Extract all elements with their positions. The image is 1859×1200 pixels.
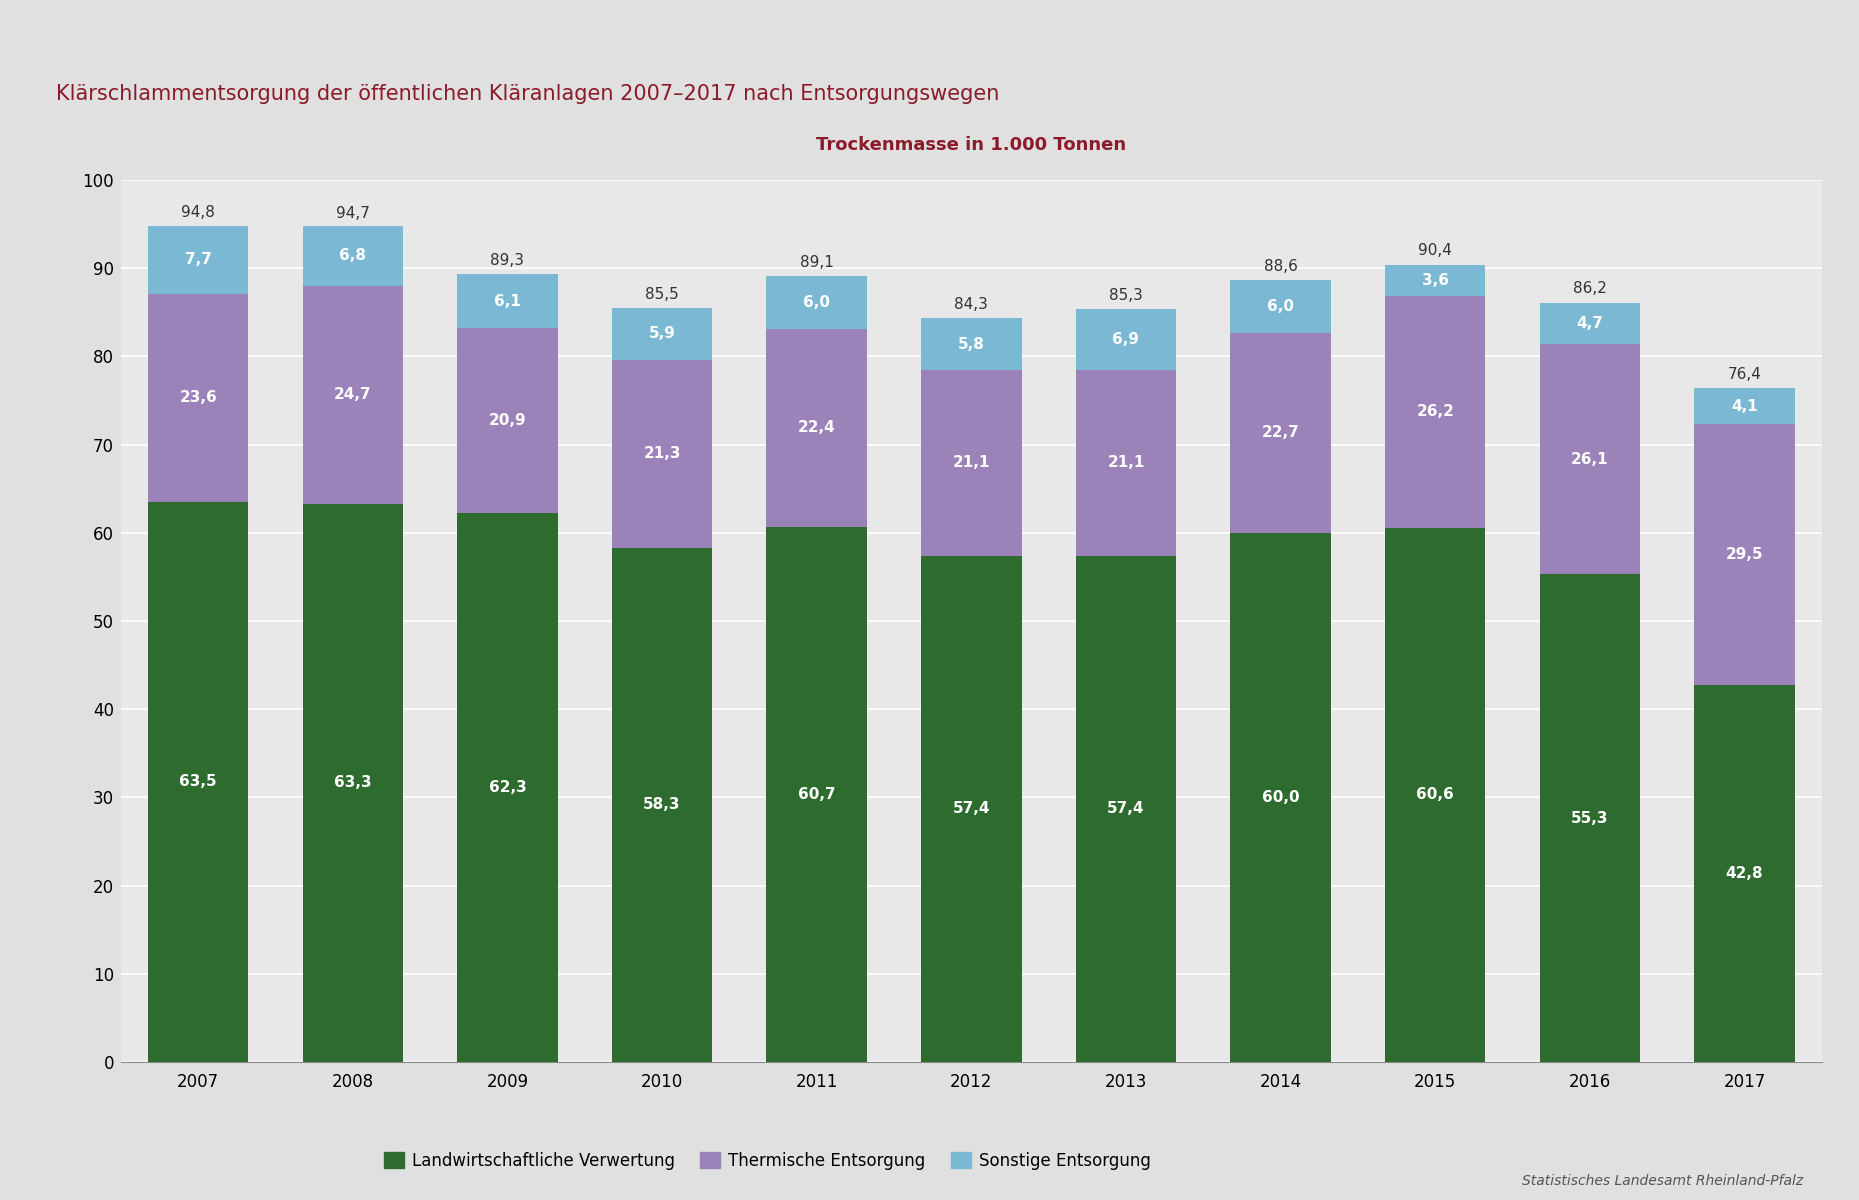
Text: 90,4: 90,4 — [1418, 244, 1452, 258]
Text: Statistisches Landesamt Rheinland-Pfalz: Statistisches Landesamt Rheinland-Pfalz — [1523, 1174, 1803, 1188]
Text: Trockenmasse in 1.000 Tonnen: Trockenmasse in 1.000 Tonnen — [816, 136, 1127, 154]
Bar — [1385, 528, 1485, 1062]
Text: 60,7: 60,7 — [798, 787, 835, 802]
Text: 89,3: 89,3 — [491, 253, 524, 268]
Bar — [1694, 425, 1794, 684]
Bar — [1231, 280, 1331, 332]
Legend: Landwirtschaftliche Verwertung, Thermische Entsorgung, Sonstige Entsorgung: Landwirtschaftliche Verwertung, Thermisc… — [377, 1145, 1158, 1177]
Bar — [149, 502, 249, 1062]
Text: 26,2: 26,2 — [1417, 404, 1454, 420]
Text: 6,0: 6,0 — [803, 295, 831, 310]
Bar — [149, 226, 249, 294]
Text: 62,3: 62,3 — [489, 780, 526, 794]
Text: 58,3: 58,3 — [643, 797, 680, 812]
Bar — [612, 360, 712, 547]
Text: 6,9: 6,9 — [1112, 331, 1140, 347]
Text: 21,1: 21,1 — [952, 455, 991, 470]
Bar — [1539, 575, 1640, 1062]
Text: 29,5: 29,5 — [1725, 547, 1764, 562]
Text: 6,0: 6,0 — [1268, 299, 1294, 313]
Text: 3,6: 3,6 — [1422, 274, 1448, 288]
Bar — [1231, 533, 1331, 1062]
Bar — [920, 370, 1022, 556]
Text: 57,4: 57,4 — [1108, 802, 1145, 816]
Bar — [766, 276, 866, 329]
Text: 7,7: 7,7 — [184, 252, 212, 268]
Bar — [303, 504, 403, 1062]
Text: 60,6: 60,6 — [1417, 787, 1454, 803]
Bar — [149, 294, 249, 502]
Bar — [766, 527, 866, 1062]
Text: 76,4: 76,4 — [1727, 367, 1762, 382]
Text: 20,9: 20,9 — [489, 413, 526, 428]
Bar — [1385, 296, 1485, 528]
Bar — [457, 512, 558, 1062]
Bar — [1694, 684, 1794, 1062]
Text: 4,7: 4,7 — [1576, 316, 1602, 331]
Text: 22,7: 22,7 — [1262, 425, 1299, 440]
Bar — [612, 547, 712, 1062]
Text: 85,5: 85,5 — [645, 287, 679, 301]
Text: 57,4: 57,4 — [952, 802, 991, 816]
Bar — [303, 286, 403, 504]
Bar — [303, 226, 403, 286]
Bar — [1076, 556, 1177, 1062]
Text: 86,2: 86,2 — [1573, 281, 1606, 295]
Text: 55,3: 55,3 — [1571, 811, 1608, 826]
Text: 94,8: 94,8 — [180, 205, 216, 220]
Text: 5,9: 5,9 — [649, 326, 675, 342]
Text: 94,7: 94,7 — [336, 205, 370, 221]
Text: 63,3: 63,3 — [335, 775, 372, 791]
Text: 89,1: 89,1 — [799, 254, 833, 270]
Bar — [1385, 265, 1485, 296]
Text: 22,4: 22,4 — [798, 420, 835, 436]
Text: 85,3: 85,3 — [1110, 288, 1143, 304]
Bar — [1231, 332, 1331, 533]
Text: 21,1: 21,1 — [1108, 455, 1145, 470]
Text: 6,8: 6,8 — [340, 248, 366, 263]
Text: 60,0: 60,0 — [1262, 790, 1299, 805]
Bar — [766, 329, 866, 527]
Text: 84,3: 84,3 — [954, 298, 989, 312]
Bar — [1076, 308, 1177, 370]
Bar — [1539, 302, 1640, 344]
Bar — [1539, 344, 1640, 575]
Bar — [457, 275, 558, 328]
Text: 26,1: 26,1 — [1571, 451, 1608, 467]
Text: 24,7: 24,7 — [335, 388, 372, 402]
Bar — [1694, 388, 1794, 425]
Bar — [920, 556, 1022, 1062]
Bar — [612, 308, 712, 360]
Text: 21,3: 21,3 — [643, 446, 680, 461]
Bar — [920, 318, 1022, 370]
Bar — [1076, 370, 1177, 556]
Text: 23,6: 23,6 — [178, 390, 218, 406]
Text: 63,5: 63,5 — [178, 774, 218, 790]
Text: 6,1: 6,1 — [494, 294, 521, 308]
Text: 5,8: 5,8 — [957, 336, 985, 352]
Text: 88,6: 88,6 — [1264, 259, 1298, 275]
Text: 42,8: 42,8 — [1725, 865, 1764, 881]
Text: 4,1: 4,1 — [1731, 398, 1759, 414]
Bar — [457, 328, 558, 512]
Text: Klärschlammentsorgung der öffentlichen Kläranlagen 2007–2017 nach Entsorgungsweg: Klärschlammentsorgung der öffentlichen K… — [56, 84, 998, 104]
